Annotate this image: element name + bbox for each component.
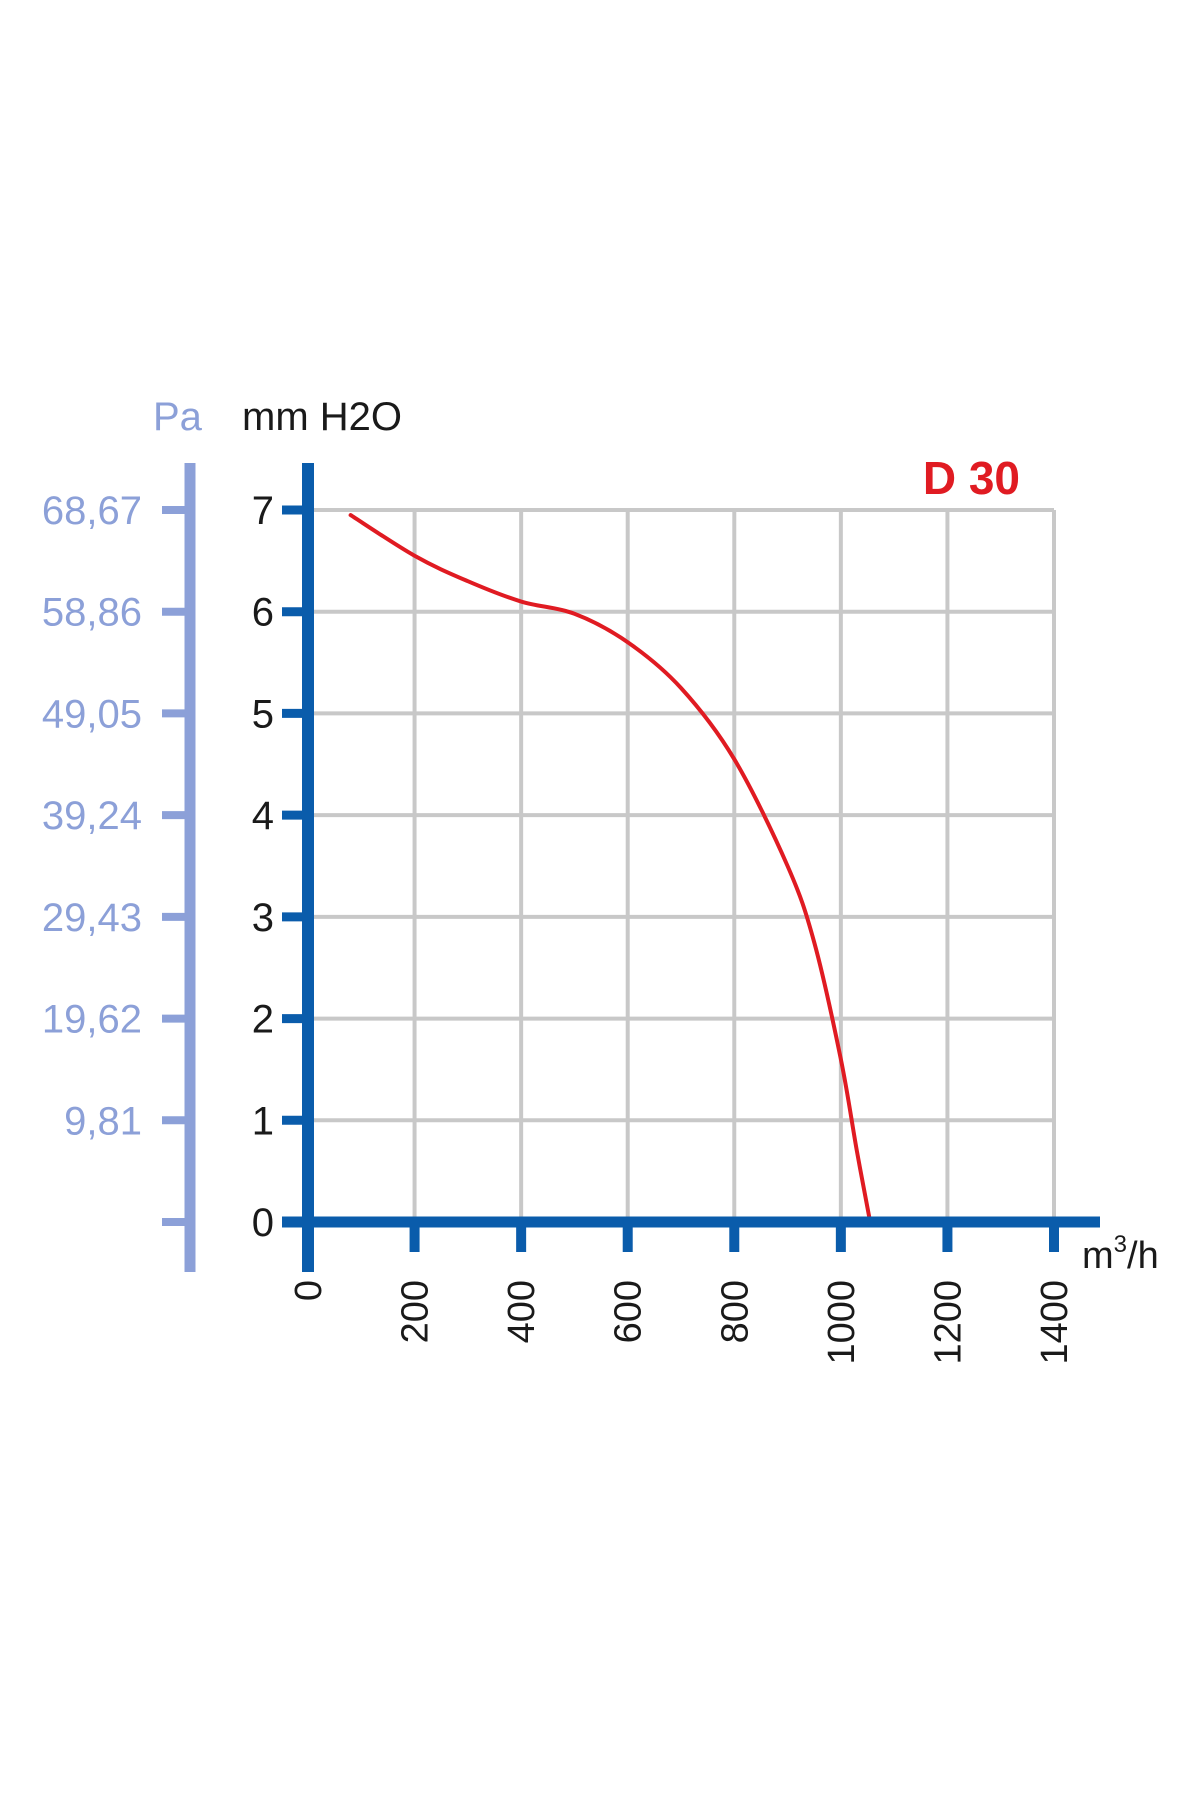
x-tick-label: 400: [501, 1280, 543, 1343]
pa-tick-label: 58,86: [42, 591, 142, 635]
grid: [308, 508, 1056, 1222]
pa-axis-title: Pa: [153, 395, 203, 439]
y-tick-label: 7: [252, 489, 274, 533]
pa-tick-label: 19,62: [42, 998, 142, 1042]
chart-title: D 30: [923, 452, 1020, 504]
pa-tick-label: 68,67: [42, 489, 142, 533]
series-line: [348, 513, 873, 1224]
pa-tick-label: 39,24: [42, 794, 142, 838]
x-tick-label: 0: [288, 1280, 330, 1301]
x-tick-label: 200: [395, 1280, 437, 1343]
y-tick-label: 4: [252, 794, 274, 838]
labels: 0 1 9,81 2 19,62 3 29,43 4 39,24 5 49,05 6 58,86 7 68,…: [42, 395, 1159, 1365]
y-tick-label: 2: [252, 998, 274, 1042]
y-tick-label: 6: [252, 591, 274, 635]
y-tick-label: 3: [252, 896, 274, 940]
y-tick-label: 1: [252, 1099, 274, 1143]
x-tick-label: 800: [714, 1280, 756, 1343]
pa-tick-label: 49,05: [42, 692, 142, 736]
x-tick-label: 1200: [927, 1280, 969, 1365]
x-tick-label: 1000: [821, 1280, 863, 1365]
curve-layer: [348, 513, 873, 1224]
x-tick-label: 600: [608, 1280, 650, 1343]
x-axis-title: m3/h: [1082, 1231, 1159, 1277]
y-axis-title: mm H2O: [242, 395, 402, 439]
y-tick-label: 5: [252, 692, 274, 736]
axes: [162, 463, 1100, 1272]
x-tick-label: 1400: [1034, 1280, 1076, 1365]
pa-tick-label: 29,43: [42, 896, 142, 940]
pa-tick-label: 9,81: [64, 1099, 142, 1143]
y-tick-label: 0: [252, 1201, 274, 1245]
